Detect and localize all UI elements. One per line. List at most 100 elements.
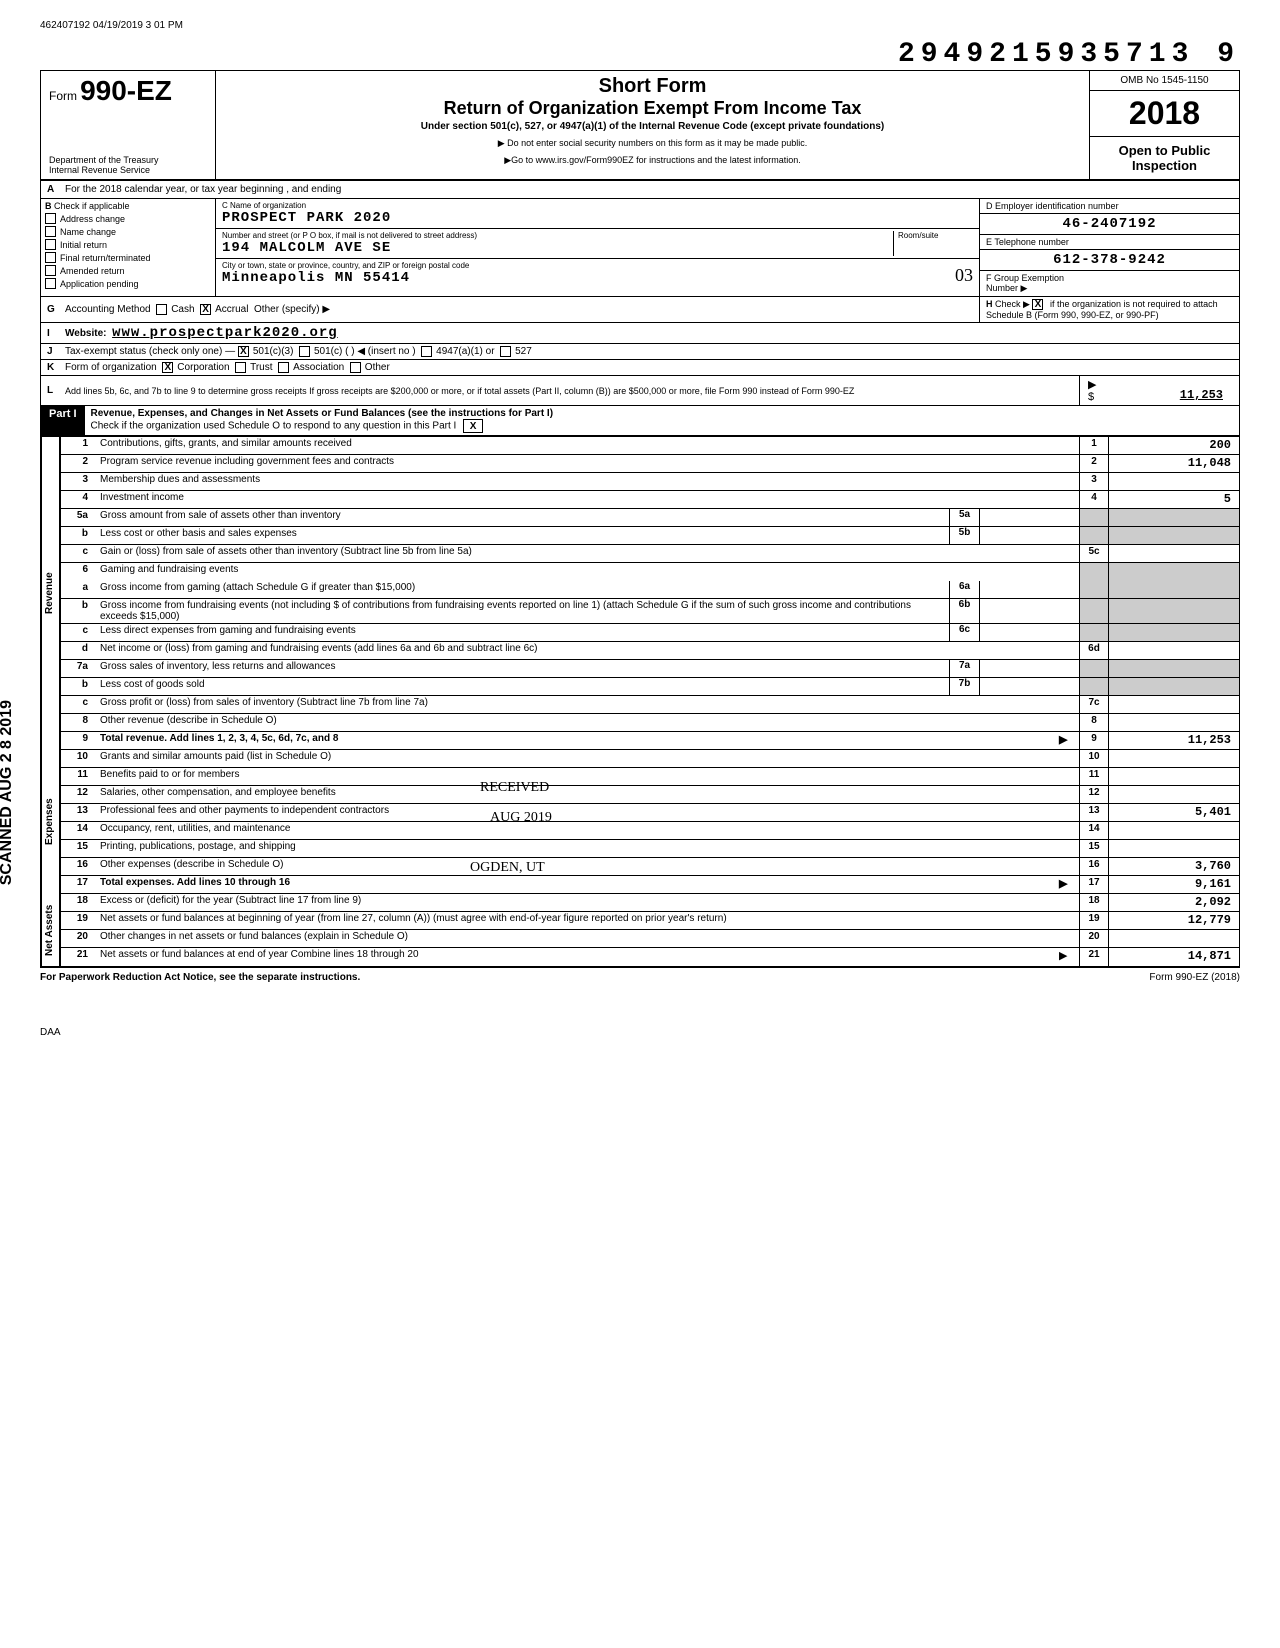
f-label: F Group Exemption xyxy=(986,273,1064,283)
line-6b-desc: Gross income from fundraising events (no… xyxy=(96,599,949,623)
line-20-val xyxy=(1109,930,1239,947)
open-public: Open to Public Inspection xyxy=(1090,137,1239,179)
dept-treasury: Department of the Treasury xyxy=(49,155,207,165)
f-sub: Number ▶ xyxy=(986,283,1027,293)
line-7c-desc: Gross profit or (loss) from sales of inv… xyxy=(96,696,1079,713)
line-21-val: 14,871 xyxy=(1109,948,1239,966)
form-header: Form 990-EZ Department of the Treasury I… xyxy=(40,70,1240,181)
line-11-val xyxy=(1109,768,1239,785)
line-3-desc: Membership dues and assessments xyxy=(96,473,1079,490)
line-19-desc: Net assets or fund balances at beginning… xyxy=(96,912,1079,929)
part1-label: Part I xyxy=(41,406,85,435)
side-net-assets: Net Assets xyxy=(41,894,57,966)
chk-527[interactable] xyxy=(500,346,511,357)
chk-501c[interactable] xyxy=(299,346,310,357)
c-label: C Name of organization xyxy=(222,201,973,210)
line-7a-desc: Gross sales of inventory, less returns a… xyxy=(96,660,949,677)
website: www.prospectpark2020.org xyxy=(112,325,338,341)
daa-mark: DAA xyxy=(40,1027,1240,1038)
form-number: 990-EZ xyxy=(80,75,172,106)
city-label: City or town, state or province, country… xyxy=(222,261,469,270)
chk-association[interactable] xyxy=(278,362,289,373)
line-6a-desc: Gross income from gaming (attach Schedul… xyxy=(96,581,949,598)
line-4-desc: Investment income xyxy=(96,491,1079,508)
scanned-stamp: SCANNED AUG 2 8 2019 xyxy=(0,700,16,885)
line-18-val: 2,092 xyxy=(1109,894,1239,911)
chk-accrual[interactable]: X xyxy=(200,304,211,315)
g-label: Accounting Method xyxy=(65,304,151,315)
e-label: E Telephone number xyxy=(980,235,1239,250)
chk-schedule-o[interactable]: X xyxy=(463,419,483,433)
line-10-val xyxy=(1109,750,1239,767)
chk-corporation[interactable]: X xyxy=(162,362,173,373)
footer-right: Form 990-EZ (2018) xyxy=(1149,972,1240,983)
line-14-desc: Occupancy, rent, utilities, and maintena… xyxy=(96,822,1079,839)
part1-header-row: Part I Revenue, Expenses, and Changes in… xyxy=(40,406,1240,436)
line-12-val xyxy=(1109,786,1239,803)
chk-amended-return[interactable]: Amended return xyxy=(45,265,211,276)
row-g-h: G Accounting Method Cash XAccrual Other … xyxy=(40,297,1240,323)
line-17-val: 9,161 xyxy=(1109,876,1239,893)
chk-application-pending[interactable]: Application pending xyxy=(45,278,211,289)
chk-cash[interactable] xyxy=(156,304,167,315)
line-15-val xyxy=(1109,840,1239,857)
b-header: Check if applicable xyxy=(54,201,130,211)
side-expenses: Expenses xyxy=(41,750,57,894)
line-11-desc: Benefits paid to or for members xyxy=(96,768,1079,785)
line-20-desc: Other changes in net assets or fund bala… xyxy=(96,930,1079,947)
line-1-val: 200 xyxy=(1109,437,1239,454)
row-i: I Website: www.prospectpark2020.org xyxy=(40,323,1240,344)
line-1-desc: Contributions, gifts, grants, and simila… xyxy=(96,437,1079,454)
chk-trust[interactable] xyxy=(235,362,246,373)
title-return: Return of Organization Exempt From Incom… xyxy=(226,98,1079,119)
chk-4947[interactable] xyxy=(421,346,432,357)
line-18-desc: Excess or (deficit) for the year (Subtra… xyxy=(96,894,1079,911)
l-arrow: ▶ $ xyxy=(1088,378,1105,403)
line-5c-desc: Gain or (loss) from sale of assets other… xyxy=(96,545,1079,562)
footer-left: For Paperwork Reduction Act Notice, see … xyxy=(40,972,360,983)
line-13-val: 5,401 xyxy=(1109,804,1239,821)
row-j: J Tax-exempt status (check only one) — X… xyxy=(40,344,1240,360)
org-address: 194 MALCOLM AVE SE xyxy=(222,240,893,256)
line-13-desc: Professional fees and other payments to … xyxy=(96,804,1079,821)
g-other: Other (specify) ▶ xyxy=(254,304,330,315)
line-6d-val xyxy=(1109,642,1239,659)
subtitle: Under section 501(c), 527, or 4947(a)(1)… xyxy=(226,121,1079,132)
j-label: Tax-exempt status (check only one) — xyxy=(65,346,235,357)
line-21-desc: Net assets or fund balances at end of ye… xyxy=(96,948,1059,966)
line-16-val: 3,760 xyxy=(1109,858,1239,875)
l-gross-receipts: 11,253 xyxy=(1105,387,1231,403)
ogden-stamp: OGDEN, UT xyxy=(470,860,545,876)
title-short-form: Short Form xyxy=(226,75,1079,98)
line-2-val: 11,048 xyxy=(1109,455,1239,472)
dln-number: 2949215935713 9 xyxy=(898,39,1240,70)
l-text: Add lines 5b, 6c, and 7b to line 9 to de… xyxy=(65,386,854,396)
handwritten-initials: 03 xyxy=(955,265,973,286)
row-k: K Form of organization XCorporation Trus… xyxy=(40,360,1240,376)
chk-initial-return[interactable]: Initial return xyxy=(45,239,211,250)
line-6-desc: Gaming and fundraising events xyxy=(96,563,1079,581)
chk-h[interactable]: X xyxy=(1032,299,1043,310)
line-10-desc: Grants and similar amounts paid (list in… xyxy=(96,750,1079,767)
line-7c-val xyxy=(1109,696,1239,713)
chk-final-return[interactable]: Final return/terminated xyxy=(45,252,211,263)
instr-2: ▶Go to www.irs.gov/Form990EZ for instruc… xyxy=(226,155,1079,166)
line-8-desc: Other revenue (describe in Schedule O) xyxy=(96,714,1079,731)
i-label: Website: xyxy=(65,328,107,339)
line-7b-desc: Less cost of goods sold xyxy=(96,678,949,695)
line-15-desc: Printing, publications, postage, and shi… xyxy=(96,840,1079,857)
chk-other-org[interactable] xyxy=(350,362,361,373)
dept-irs: Internal Revenue Service xyxy=(49,165,207,175)
omb-number: OMB No 1545-1150 xyxy=(1090,71,1239,91)
chk-501c3[interactable]: X xyxy=(238,346,249,357)
line-19-val: 12,779 xyxy=(1109,912,1239,929)
line-3-val xyxy=(1109,473,1239,490)
chk-name-change[interactable]: Name change xyxy=(45,226,211,237)
line-6d-desc: Net income or (loss) from gaming and fun… xyxy=(96,642,1079,659)
line-9-desc: Total revenue. Add lines 1, 2, 3, 4, 5c,… xyxy=(100,733,338,744)
h-label: Check ▶ xyxy=(995,299,1030,309)
chk-address-change[interactable]: Address change xyxy=(45,213,211,224)
form-prefix: Form xyxy=(49,89,77,103)
received-date-stamp: AUG 2019 xyxy=(490,810,552,826)
line-12-desc: Salaries, other compensation, and employ… xyxy=(96,786,1079,803)
